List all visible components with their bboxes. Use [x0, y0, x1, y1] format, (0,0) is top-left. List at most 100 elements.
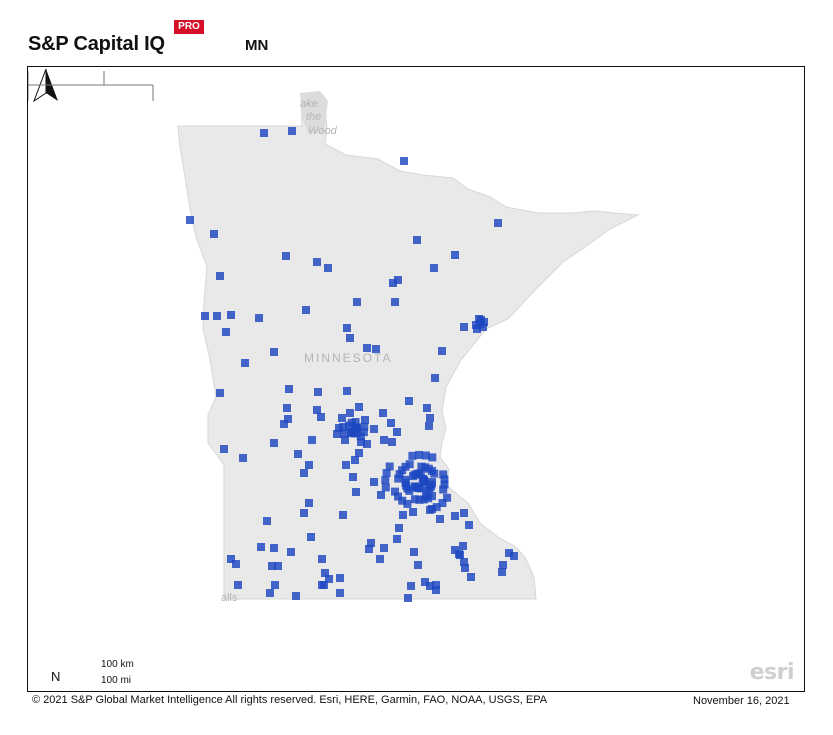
location-marker[interactable]	[394, 276, 402, 284]
location-marker[interactable]	[398, 496, 407, 505]
location-marker[interactable]	[405, 486, 414, 495]
location-marker[interactable]	[300, 469, 308, 477]
location-marker[interactable]	[271, 581, 279, 589]
location-marker[interactable]	[307, 533, 315, 541]
location-marker[interactable]	[349, 473, 357, 481]
location-markers[interactable]	[186, 127, 518, 602]
location-marker[interactable]	[363, 344, 371, 352]
location-marker[interactable]	[416, 484, 425, 493]
location-marker[interactable]	[410, 548, 418, 556]
location-marker[interactable]	[425, 422, 433, 430]
location-marker[interactable]	[473, 325, 481, 333]
location-marker[interactable]	[475, 315, 483, 323]
location-marker[interactable]	[370, 425, 378, 433]
location-marker[interactable]	[461, 564, 469, 572]
location-marker[interactable]	[380, 436, 388, 444]
location-marker[interactable]	[355, 449, 363, 457]
location-marker[interactable]	[432, 503, 441, 512]
location-marker[interactable]	[239, 454, 247, 462]
location-marker[interactable]	[479, 323, 487, 331]
location-marker[interactable]	[414, 561, 422, 569]
location-marker[interactable]	[393, 535, 401, 543]
location-marker[interactable]	[344, 421, 353, 430]
location-marker[interactable]	[220, 445, 228, 453]
location-marker[interactable]	[274, 562, 282, 570]
location-marker[interactable]	[510, 552, 518, 560]
location-marker[interactable]	[465, 521, 473, 529]
location-marker[interactable]	[343, 324, 351, 332]
location-marker[interactable]	[403, 499, 412, 508]
location-marker[interactable]	[391, 298, 399, 306]
location-marker[interactable]	[342, 461, 350, 469]
location-marker[interactable]	[408, 451, 417, 460]
location-marker[interactable]	[395, 524, 403, 532]
location-marker[interactable]	[234, 581, 242, 589]
location-marker[interactable]	[430, 264, 438, 272]
location-marker[interactable]	[426, 582, 434, 590]
location-marker[interactable]	[460, 558, 468, 566]
location-marker[interactable]	[421, 451, 430, 460]
location-marker[interactable]	[227, 311, 235, 319]
location-marker[interactable]	[499, 561, 507, 569]
location-marker[interactable]	[381, 483, 390, 492]
location-marker[interactable]	[333, 430, 341, 438]
location-marker[interactable]	[415, 451, 424, 459]
location-marker[interactable]	[352, 429, 361, 438]
location-marker[interactable]	[186, 216, 194, 224]
location-marker[interactable]	[222, 328, 230, 336]
location-marker[interactable]	[428, 453, 437, 462]
location-marker[interactable]	[415, 495, 424, 504]
location-marker[interactable]	[324, 264, 332, 272]
location-marker[interactable]	[216, 389, 224, 397]
location-marker[interactable]	[314, 388, 322, 396]
location-marker[interactable]	[426, 505, 434, 514]
location-marker[interactable]	[292, 592, 300, 600]
location-marker[interactable]	[352, 488, 360, 496]
location-marker[interactable]	[346, 334, 354, 342]
location-marker[interactable]	[438, 347, 446, 355]
location-marker[interactable]	[404, 594, 412, 602]
location-marker[interactable]	[440, 475, 449, 484]
location-marker[interactable]	[377, 491, 385, 499]
map-frame[interactable]: ake the Wood MINNESOTA alls N 100 km 100…	[27, 66, 805, 692]
location-marker[interactable]	[413, 236, 421, 244]
location-marker[interactable]	[361, 416, 369, 424]
location-marker[interactable]	[456, 551, 464, 559]
location-marker[interactable]	[419, 495, 428, 504]
location-marker[interactable]	[270, 348, 278, 356]
location-marker[interactable]	[411, 495, 419, 504]
location-marker[interactable]	[285, 385, 293, 393]
location-marker[interactable]	[339, 511, 347, 519]
location-marker[interactable]	[260, 129, 268, 137]
location-marker[interactable]	[379, 409, 387, 417]
location-marker[interactable]	[428, 478, 436, 486]
location-marker[interactable]	[399, 511, 407, 519]
location-marker[interactable]	[294, 450, 302, 458]
location-marker[interactable]	[400, 157, 408, 165]
location-marker[interactable]	[270, 439, 278, 447]
location-marker[interactable]	[439, 470, 448, 479]
location-marker[interactable]	[284, 415, 292, 423]
location-marker[interactable]	[263, 517, 271, 525]
location-marker[interactable]	[313, 258, 321, 266]
location-marker[interactable]	[321, 569, 329, 577]
location-marker[interactable]	[391, 487, 399, 496]
location-marker[interactable]	[343, 387, 351, 395]
location-marker[interactable]	[405, 460, 414, 469]
location-marker[interactable]	[216, 272, 224, 280]
location-marker[interactable]	[436, 515, 444, 523]
location-marker[interactable]	[385, 462, 394, 471]
location-marker[interactable]	[325, 575, 333, 583]
location-marker[interactable]	[318, 555, 326, 563]
location-marker[interactable]	[302, 306, 310, 314]
location-marker[interactable]	[395, 470, 404, 479]
location-marker[interactable]	[201, 312, 209, 320]
location-marker[interactable]	[380, 544, 388, 552]
location-marker[interactable]	[313, 406, 321, 414]
location-marker[interactable]	[389, 279, 397, 287]
location-marker[interactable]	[338, 414, 346, 422]
location-marker[interactable]	[451, 251, 459, 259]
location-marker[interactable]	[426, 414, 434, 422]
map-canvas[interactable]: ake the Wood MINNESOTA alls	[28, 67, 804, 691]
location-marker[interactable]	[305, 499, 313, 507]
